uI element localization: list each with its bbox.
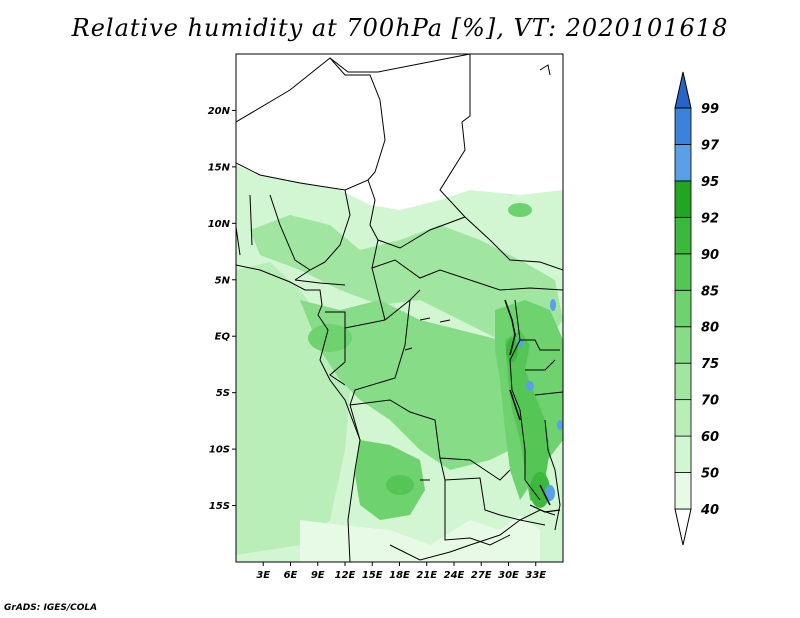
colorbar-level-label: 95 bbox=[701, 175, 719, 190]
lon-tick-label: 21E bbox=[416, 570, 437, 581]
colorbar-level-label: 92 bbox=[701, 211, 719, 226]
lat-tick-label: 10N bbox=[208, 219, 231, 230]
lon-tick-label: 15E bbox=[362, 570, 383, 581]
colorbar-lower-arrow bbox=[674, 508, 692, 546]
lat-tick-label: 5S bbox=[216, 388, 230, 399]
lon-tick-label: 18E bbox=[389, 570, 410, 581]
longitude-ticks: 3E 6E 9E 12E 15E 18E 21E 24E 27E 30E 33E bbox=[256, 562, 546, 581]
colorbar-segment bbox=[674, 107, 692, 145]
lat-tick-label: 20N bbox=[208, 106, 231, 117]
colorbar-segment bbox=[674, 216, 692, 255]
colorbar: 40 50 60 70 75 80 85 90 92 95 97 99 bbox=[674, 71, 720, 546]
colorbar-level-label: 70 bbox=[701, 394, 719, 409]
colorbar-segment bbox=[674, 362, 692, 401]
colorbar-level-label: 75 bbox=[701, 357, 719, 372]
lat-tick-label: 10S bbox=[209, 445, 230, 456]
colorbar-level-label: 97 bbox=[701, 138, 720, 153]
colorbar-segment bbox=[674, 435, 692, 473]
colorbar-segment bbox=[674, 253, 692, 291]
lon-tick-label: 12E bbox=[335, 570, 356, 581]
field-congo-basin bbox=[300, 300, 545, 470]
colorbar-level-label: 85 bbox=[701, 284, 719, 299]
lon-tick-label: 24E bbox=[444, 570, 465, 581]
country-borders bbox=[236, 54, 563, 562]
lat-tick-label: 15S bbox=[209, 501, 230, 512]
field-central-belt bbox=[250, 215, 563, 350]
colorbar-segment bbox=[674, 326, 692, 364]
colorbar-segment bbox=[674, 144, 692, 182]
lon-tick-label: 9E bbox=[311, 570, 325, 581]
lon-tick-label: 33E bbox=[525, 570, 546, 581]
lat-tick-label: 15N bbox=[208, 162, 231, 173]
lon-tick-label: 6E bbox=[284, 570, 298, 581]
field-rift-core bbox=[505, 330, 550, 505]
colorbar-segment bbox=[674, 472, 692, 510]
map-title: Relative humidity at 700hPa [%], VT: 202… bbox=[71, 14, 729, 42]
latitude-ticks: 20N 15N 10N 5N EQ 5S 10S 15S bbox=[208, 106, 236, 512]
colorbar-segment bbox=[674, 399, 692, 437]
colorbar-level-label: 50 bbox=[701, 467, 719, 482]
lon-tick-label: 30E bbox=[498, 570, 519, 581]
field-rift-peaks bbox=[517, 299, 563, 501]
credit-label: GrADS: IGES/COLA bbox=[4, 603, 98, 613]
colorbar-level-label: 80 bbox=[701, 321, 719, 336]
colorbar-segment bbox=[674, 180, 692, 218]
lon-tick-label: 3E bbox=[256, 570, 270, 581]
colorbar-segment bbox=[674, 289, 692, 328]
colorbar-level-label: 90 bbox=[701, 248, 719, 263]
colorbar-level-label: 40 bbox=[700, 503, 719, 518]
colorbar-level-label: 60 bbox=[701, 430, 719, 445]
colorbar-level-label: 99 bbox=[701, 102, 719, 117]
lat-tick-label: 5N bbox=[215, 275, 231, 286]
colorbar-upper-arrow bbox=[674, 71, 692, 109]
lat-tick-label: EQ bbox=[215, 332, 231, 343]
lon-tick-label: 27E bbox=[471, 570, 492, 581]
